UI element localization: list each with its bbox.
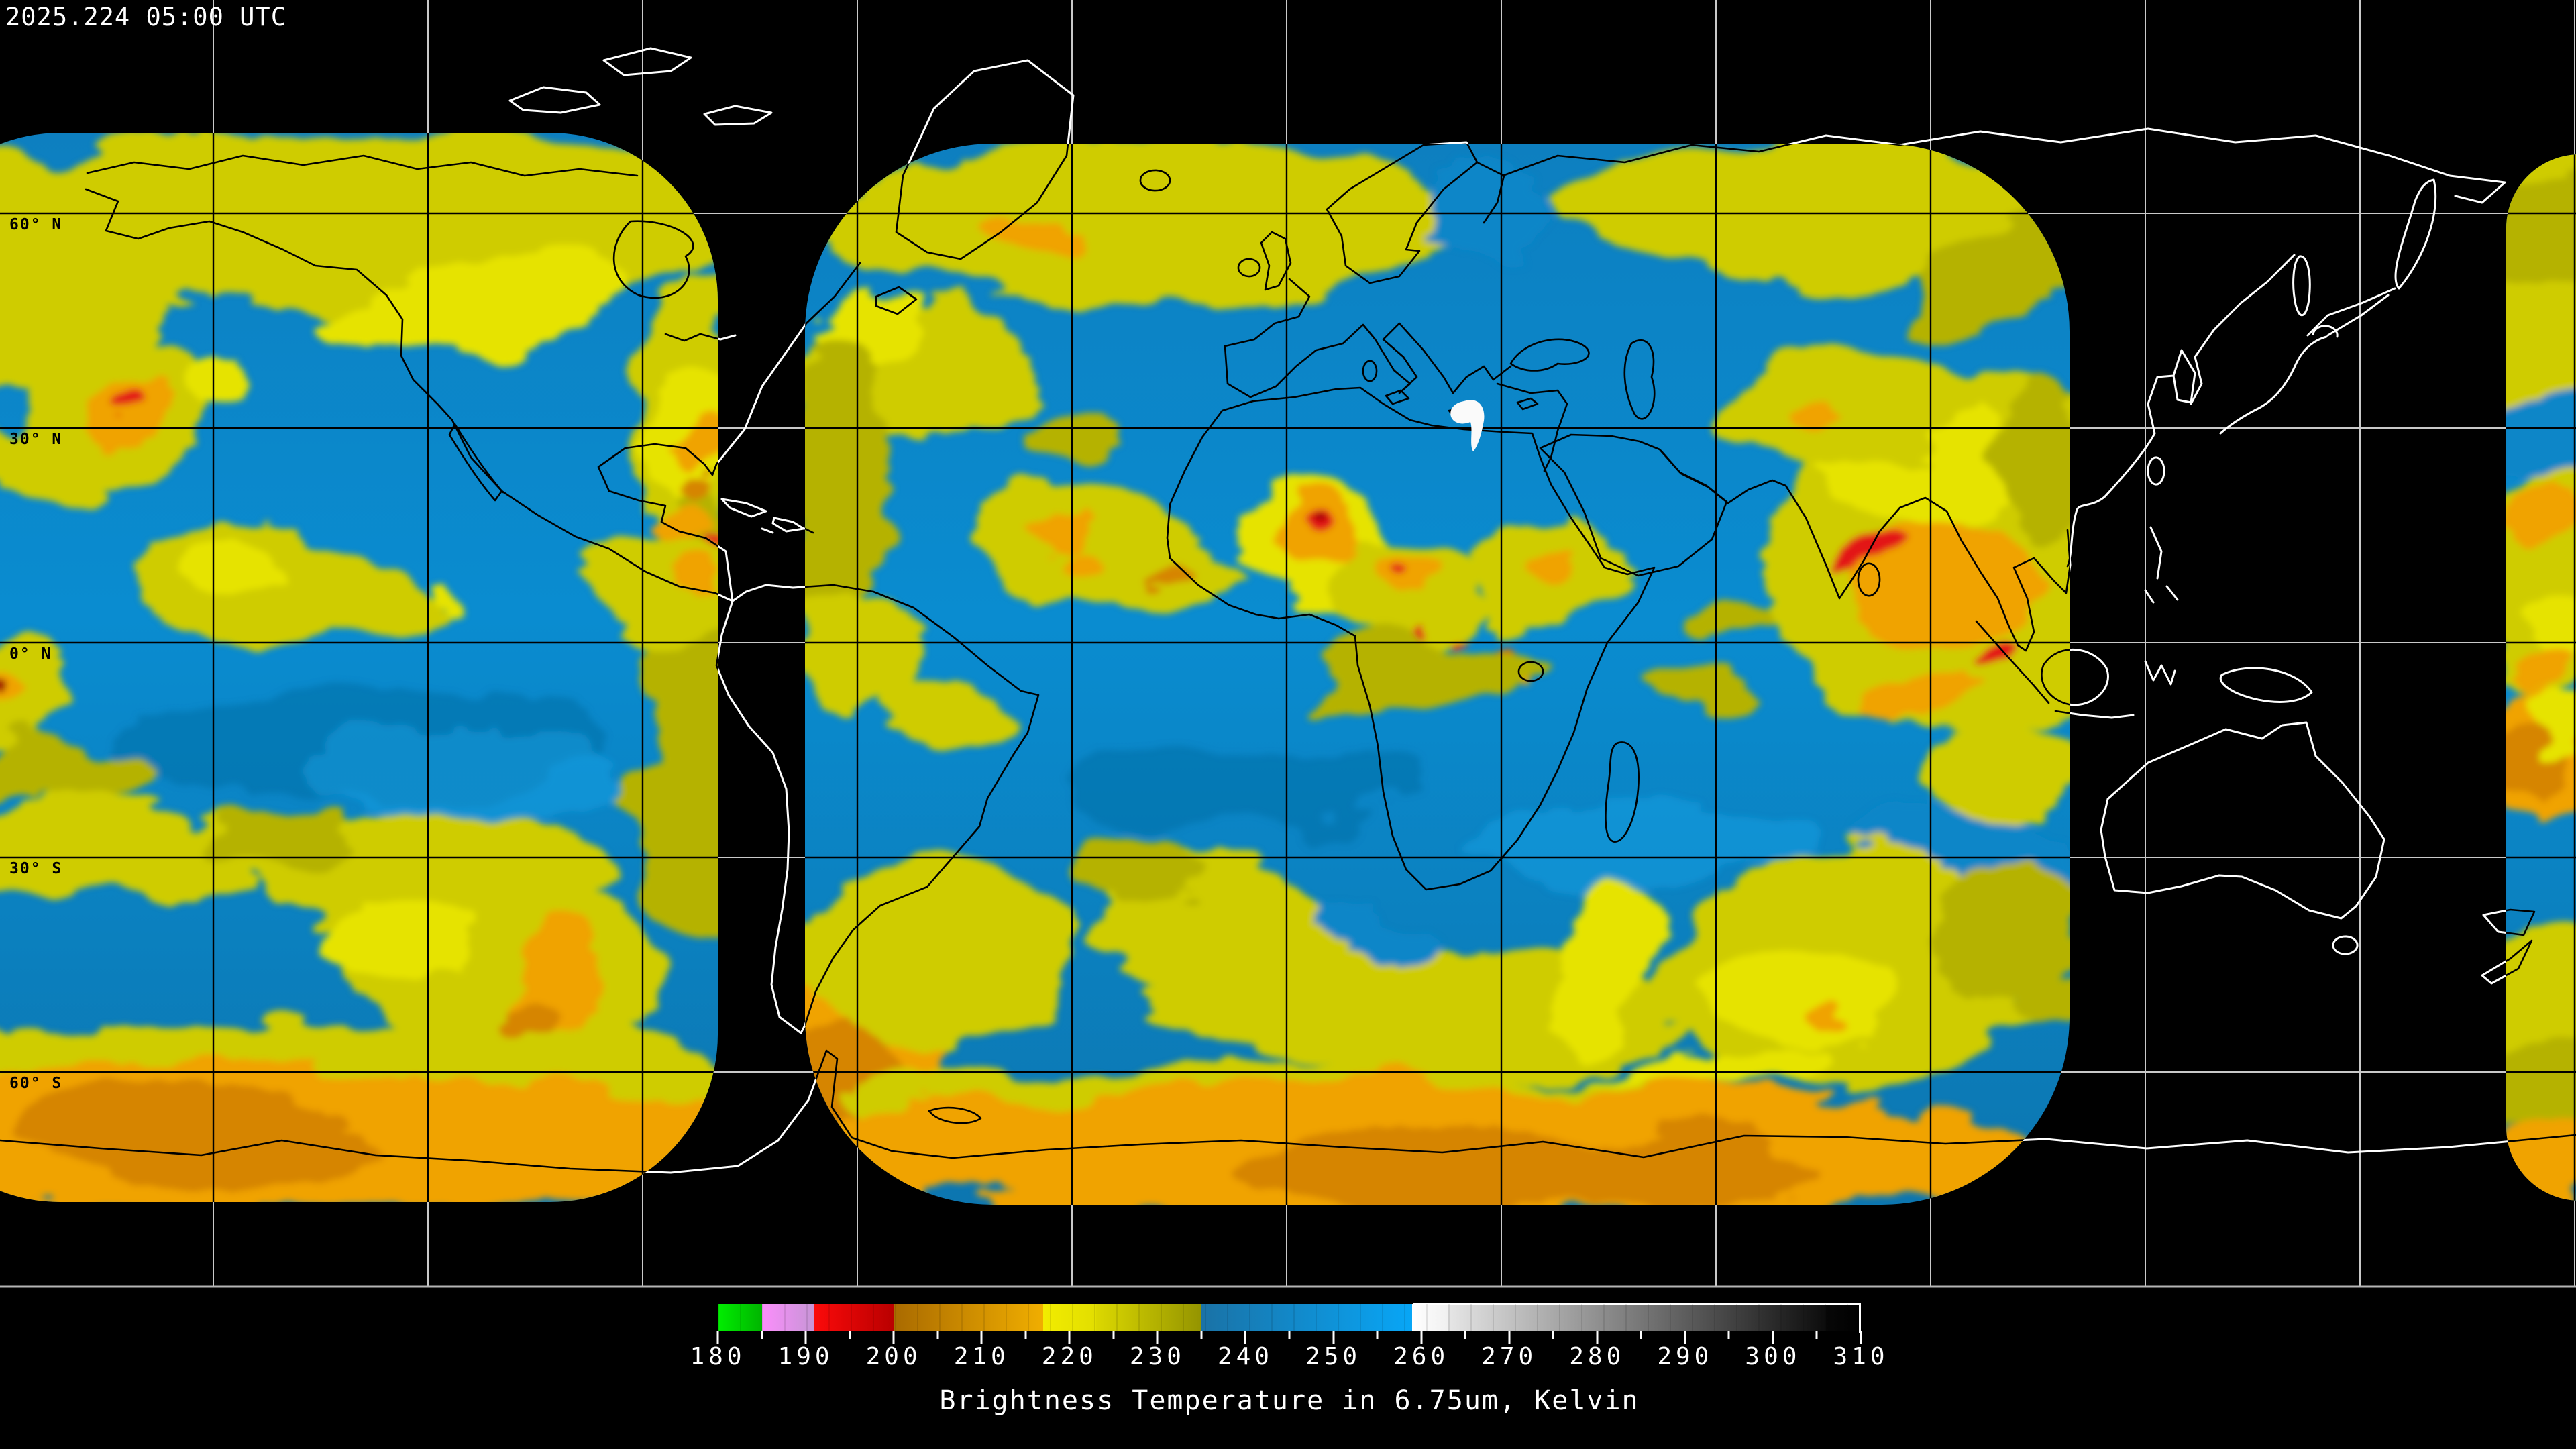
colorbar-major-tick [1860, 1331, 1862, 1344]
timestamp: 2025.224 05:00 UTC [5, 3, 286, 32]
colorbar-gradient [718, 1303, 1861, 1333]
colorbar-major-tick [892, 1331, 895, 1344]
colorbar-banding [718, 1304, 1861, 1331]
colorbar-minor-tick [1727, 1331, 1730, 1339]
colorbar-minor-tick [849, 1331, 851, 1339]
colorbar-tick-label: 200 [865, 1343, 922, 1371]
colorbar-minor-tick [1640, 1331, 1642, 1339]
colorbar-minor-tick [1464, 1331, 1466, 1339]
sensor-artifact-blob [1450, 400, 1485, 451]
colorbar-tick-label: 280 [1569, 1343, 1625, 1371]
colorbar-major-tick [804, 1331, 807, 1344]
colorbar-tick-label: 230 [1129, 1343, 1185, 1371]
colorbar-tick-label: 190 [777, 1343, 834, 1371]
colorbar-tick-label: 180 [690, 1343, 746, 1371]
colorbar-tick-label: 300 [1745, 1343, 1801, 1371]
colorbar-minor-tick [761, 1331, 763, 1339]
colorbar-tick-label: 240 [1217, 1343, 1273, 1371]
colorbar-segment [718, 1304, 762, 1331]
colorbar-caption: Brightness Temperature in 6.75um, Kelvin [939, 1385, 1640, 1416]
colorbar-minor-tick [1200, 1331, 1203, 1339]
colorbar-minor-tick [1288, 1331, 1291, 1339]
colorbar-major-tick [1772, 1331, 1774, 1344]
colorbar-tick-label: 290 [1657, 1343, 1713, 1371]
colorbar-major-tick [1596, 1331, 1599, 1344]
colorbar-segment [761, 1304, 815, 1331]
colorbar-minor-tick [1552, 1331, 1554, 1339]
colorbar-minor-tick [936, 1331, 939, 1339]
colorbar-segment [1201, 1304, 1413, 1331]
colorbar-major-tick [1156, 1331, 1159, 1344]
colorbar-tick-label: 270 [1481, 1343, 1538, 1371]
colorbar-major-tick [1068, 1331, 1071, 1344]
colorbar-tick-label: 260 [1393, 1343, 1450, 1371]
satellite-footprint-central [805, 144, 2070, 1205]
colorbar-tick-label: 210 [953, 1343, 1010, 1371]
colorbar-segment [894, 1304, 1043, 1331]
colorbar-segment [1447, 1304, 1826, 1331]
colorbar-tick-label: 250 [1305, 1343, 1362, 1371]
colorbar-minor-tick [1376, 1331, 1379, 1339]
colorbar-minor-tick [1024, 1331, 1027, 1339]
colorbar-segment [1095, 1304, 1201, 1331]
colorbar-tick-labels: 180 190 200 210 220 230 240 250 260 270 280 290 300 3… [690, 1343, 1884, 1373]
colorbar-tick-label: 310 [1833, 1343, 1889, 1371]
colorbar-segment [1412, 1304, 1448, 1331]
colorbar-minor-tick [1112, 1331, 1115, 1339]
latitude-label-30n: 30° N [9, 431, 63, 448]
latitude-label-60n: 60° N [9, 216, 63, 233]
colorbar-major-tick [1508, 1331, 1511, 1344]
colorbar-major-tick [716, 1331, 719, 1344]
colorbar-major-tick [1684, 1331, 1686, 1344]
colorbar-ticks [716, 1331, 1862, 1346]
colorbar-segment [814, 1304, 894, 1331]
colorbar-segment [1825, 1304, 1861, 1331]
colorbar-minor-tick [1815, 1331, 1818, 1339]
latitude-label-60s: 60° S [9, 1075, 63, 1092]
colorbar-major-tick [1420, 1331, 1423, 1344]
latitude-label-30s: 30° S [9, 860, 63, 877]
colorbar-segment [1042, 1304, 1096, 1331]
colorbar-tick-label: 220 [1041, 1343, 1097, 1371]
satellite-footprint-east-sliver [2506, 154, 2576, 1201]
latitude-label-0n: 0° N [9, 645, 52, 663]
colorbar-major-tick [1244, 1331, 1246, 1344]
colorbar-major-tick [1332, 1331, 1335, 1344]
colorbar-major-tick [980, 1331, 983, 1344]
